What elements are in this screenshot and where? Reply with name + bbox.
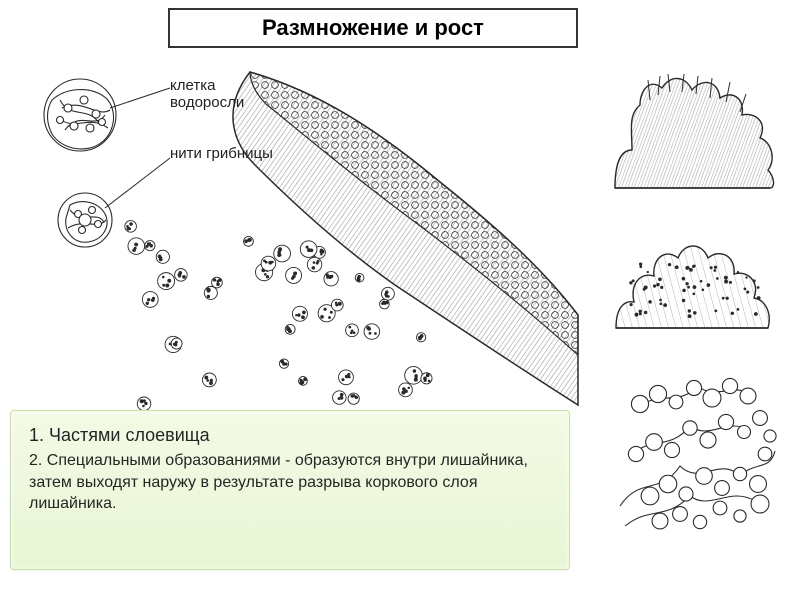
info-item-2: 2. Специальными образованиями - образуют… xyxy=(29,450,551,515)
side-figure-3 xyxy=(610,356,780,536)
label-hyphae: нити грибницы xyxy=(170,146,290,163)
info-item-1-num: 1. xyxy=(29,425,44,445)
info-item-1-text: Частями слоевища xyxy=(44,425,210,445)
side-figure-1 xyxy=(610,70,780,200)
lichen-diagram-svg xyxy=(10,70,580,410)
title-container: Размножение и рост xyxy=(168,8,578,48)
side-figures xyxy=(600,70,790,560)
side-figure-2 xyxy=(610,218,780,338)
info-panel: 1. Частями слоевища 2. Специальными обра… xyxy=(10,410,570,570)
main-diagram xyxy=(10,70,580,410)
info-item-1: 1. Частями слоевища xyxy=(29,425,551,446)
page-title: Размножение и рост xyxy=(262,15,484,41)
label-algae-cell: клетка водоросли xyxy=(170,78,290,111)
